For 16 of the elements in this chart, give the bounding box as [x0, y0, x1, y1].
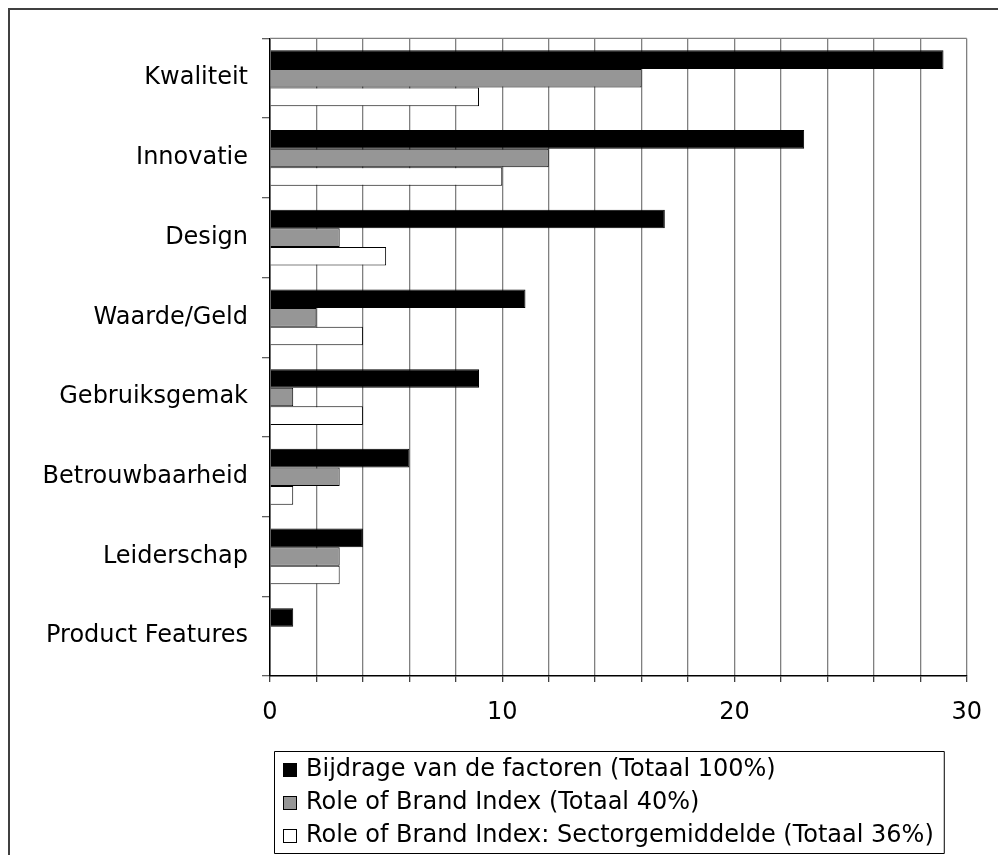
- y-tick-label: Kwaliteit: [144, 62, 248, 91]
- y-tick-label: Betrouwbaarheid: [42, 460, 248, 489]
- y-tick-label: Innovatie: [136, 142, 248, 171]
- chart-frame: 0 10 20 30 Kwaliteit Innovatie Design Waarde/Geld Gebruiksgemak Betrouwbaarheid Leiderschap Product Features Bijdrage van de factoren (Totaal 100%) Role of Brand Index (Totaal 40%) Role of Brand Index: Sectorgemiddelde (Totaal 36%): [8, 8, 998, 855]
- x-tick-label: 30: [951, 696, 982, 725]
- y-tick-label: Leiderschap: [102, 540, 248, 569]
- y-tick-label: Gebruiksgemak: [59, 381, 249, 410]
- x-tick-label: 20: [719, 696, 750, 725]
- legend-label: Role of Brand Index (Totaal 40%): [306, 787, 700, 816]
- y-tick-label: Design: [165, 221, 248, 250]
- legend-label: Role of Brand Index: Sectorgemiddelde (Totaal 36%): [306, 820, 934, 849]
- x-tick-label: 0: [262, 696, 278, 725]
- legend-label: Bijdrage van de factoren (Totaal 100%): [306, 754, 776, 783]
- x-tick-label: 10: [486, 696, 518, 725]
- y-tick-label: Product Features: [46, 620, 248, 649]
- y-tick-label: Waarde/Geld: [93, 301, 248, 330]
